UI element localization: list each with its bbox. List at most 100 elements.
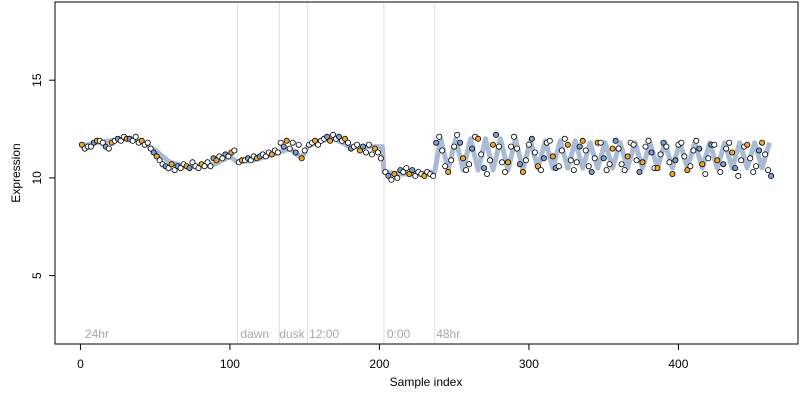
data-point [558, 147, 565, 154]
data-point [400, 168, 407, 175]
data-point [365, 141, 372, 148]
data-point [753, 163, 760, 170]
data-point [759, 139, 766, 146]
data-point [433, 139, 440, 146]
annotation-label-0: 24hr [85, 327, 109, 341]
data-point [394, 174, 401, 181]
data-point [540, 155, 547, 162]
x-tick-label: 200 [369, 357, 389, 371]
annotation-label-2: dusk [279, 327, 305, 341]
data-point [567, 157, 574, 164]
data-point [356, 147, 363, 154]
data-point [298, 155, 305, 162]
data-point [231, 147, 238, 154]
data-point [579, 137, 586, 144]
data-point [660, 139, 667, 146]
data-point [561, 135, 568, 142]
data-point [591, 155, 598, 162]
data-point [537, 167, 544, 174]
data-point [498, 159, 505, 166]
data-point [315, 141, 322, 148]
data-point [618, 161, 625, 168]
data-point [621, 167, 628, 174]
data-point [624, 153, 631, 160]
y-tick-label: 15 [30, 73, 44, 87]
data-point [720, 161, 727, 168]
data-point [501, 168, 508, 175]
x-tick-label: 0 [77, 357, 84, 371]
data-point [711, 141, 718, 148]
data-point [645, 137, 652, 144]
plot-frame [54, 1, 799, 345]
data-point [368, 151, 375, 158]
data-point [406, 170, 413, 177]
data-point [690, 147, 697, 154]
data-point [747, 155, 754, 162]
data-point [463, 167, 470, 174]
data-point [295, 141, 302, 148]
data-point [335, 133, 342, 140]
data-point [510, 133, 517, 140]
data-point [612, 137, 619, 144]
data-point [756, 147, 763, 154]
data-point [186, 165, 193, 172]
x-axis-label: Sample index [390, 375, 463, 389]
data-point [451, 143, 458, 150]
data-point [207, 163, 214, 170]
y-tick-label: 5 [30, 272, 44, 279]
data-point [576, 143, 583, 150]
data-point [726, 139, 733, 146]
data-point [168, 161, 175, 168]
data-point [630, 141, 637, 148]
data-point [312, 137, 319, 144]
data-point [681, 153, 688, 160]
data-point [412, 172, 419, 179]
data-point [301, 147, 308, 154]
data-point [377, 155, 384, 162]
data-point [750, 168, 757, 175]
annotation-label-5: 48hr [436, 327, 460, 341]
data-point [132, 133, 139, 140]
data-point [219, 155, 226, 162]
data-point [409, 167, 416, 174]
data-point [371, 145, 378, 152]
annotation-label-1: dawn [240, 327, 269, 341]
data-point [723, 145, 730, 152]
data-point [516, 161, 523, 168]
data-point [639, 159, 646, 166]
data-point [129, 137, 136, 144]
data-point [189, 159, 196, 166]
data-point [504, 159, 511, 166]
data-point [600, 155, 607, 162]
annotation-label-3: 12:00 [309, 327, 339, 341]
data-point [633, 157, 640, 164]
data-points-layer [78, 131, 775, 183]
data-point [403, 165, 410, 172]
data-point [153, 153, 160, 160]
data-point [475, 135, 482, 142]
data-point [150, 149, 157, 156]
data-point [195, 165, 202, 172]
data-point [528, 135, 535, 142]
data-point [666, 159, 673, 166]
data-point [359, 143, 366, 150]
data-point [693, 137, 700, 144]
data-point [262, 153, 269, 160]
data-point [702, 170, 709, 177]
data-point [636, 168, 643, 175]
data-point [534, 163, 541, 170]
x-axis: 0 100 200 300 400 [77, 344, 689, 371]
data-point [324, 133, 331, 140]
data-point [99, 139, 106, 146]
data-point [732, 165, 739, 172]
data-point [744, 141, 751, 148]
data-point [445, 168, 452, 175]
data-point [144, 139, 151, 146]
data-point [684, 167, 691, 174]
data-point [385, 172, 392, 179]
data-point [481, 165, 488, 172]
y-tick-label: 10 [30, 171, 44, 185]
data-point [454, 131, 461, 138]
data-point [268, 151, 275, 158]
